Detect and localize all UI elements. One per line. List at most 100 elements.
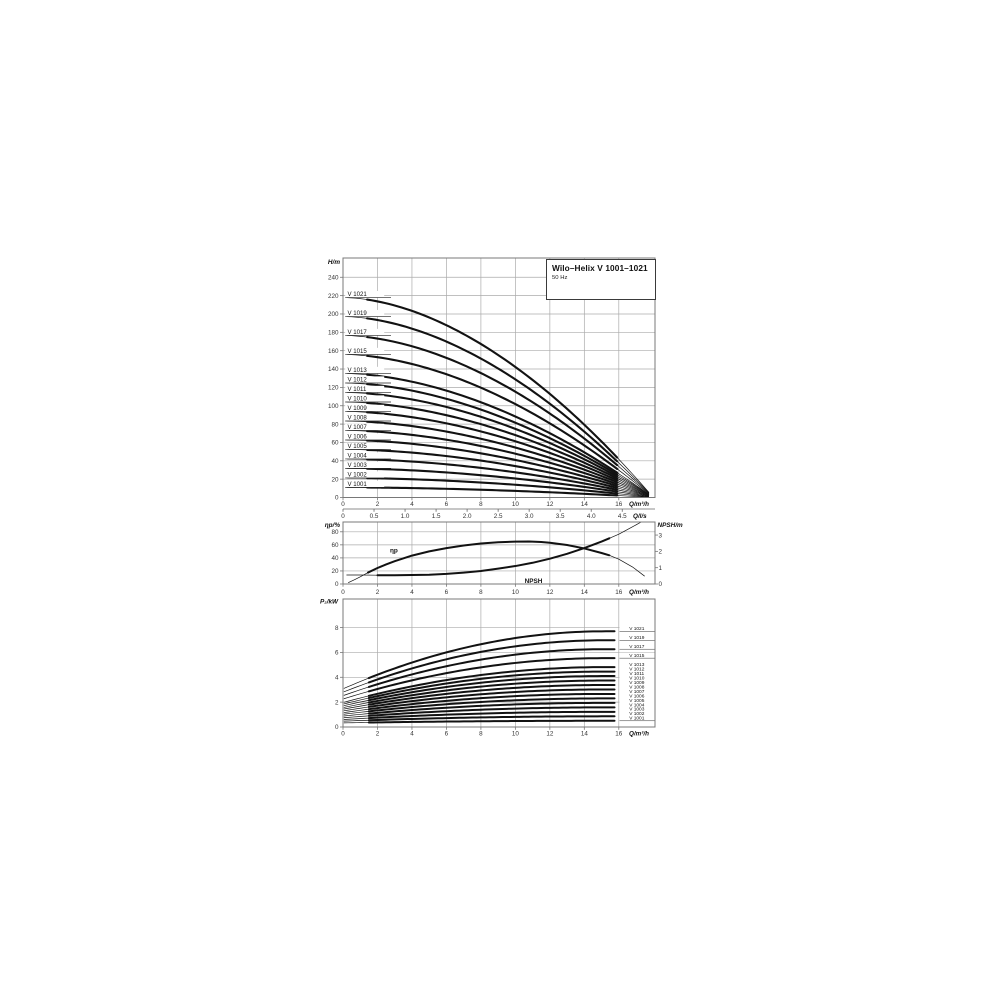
- secondary-tick-label: 4.0: [587, 513, 596, 520]
- power-curve: [367, 670, 616, 700]
- NPSH-curve: [376, 537, 611, 577]
- series-label: ηp: [390, 548, 398, 555]
- x-tick-label: 0: [341, 501, 345, 508]
- series-label: NPSH: [525, 578, 543, 585]
- y-tick-label: 4: [335, 674, 339, 681]
- chart-title-box: Wilo–Helix V 1001–1021 50 Hz: [546, 259, 656, 300]
- y-tick-label: 160: [328, 348, 339, 355]
- pump-curve: [366, 317, 619, 463]
- y-tick-label: 140: [328, 366, 339, 373]
- secondary-tick-label: 1.5: [432, 513, 441, 520]
- efficiency-npsh-curves: [346, 521, 645, 584]
- head-curve-labels: V 1021 V 1019 V 1017 V 1015 V 1013 V 1012 V 10…: [345, 290, 391, 488]
- curve-label: V 1008: [629, 684, 645, 690]
- curve-label: V 1005: [348, 443, 368, 450]
- x-tick-label: 6: [445, 589, 449, 596]
- secondary-tick-label: 2.5: [494, 513, 503, 520]
- y-tick-label: 240: [328, 274, 339, 281]
- secondary-flow-axis: 0 0.5 1.0 1.5 2.0 2.5 3.0 3.5 4.0 4.5 Q/l/s: [341, 508, 655, 520]
- pump-curve: [366, 458, 619, 491]
- x-axis-title: Q/m³/h: [629, 731, 649, 738]
- x-tick-label: 16: [615, 501, 623, 508]
- curve-label: V 1010: [629, 675, 645, 681]
- power-curve: [367, 630, 616, 680]
- x-tick-label: 4: [410, 501, 414, 508]
- power-curve: [367, 666, 616, 697]
- curve-label: V 1009: [348, 405, 368, 412]
- x-tick-label: 12: [546, 501, 554, 508]
- curve-label: V 1012: [348, 377, 368, 384]
- curve-label: V 1017: [629, 644, 645, 650]
- curve-label: V 1021: [629, 626, 645, 632]
- x-tick-label: 14: [581, 589, 589, 596]
- y-axis-title: H/m: [328, 259, 340, 266]
- y-tick-label: 60: [331, 440, 339, 447]
- x-tick-label: 6: [445, 501, 449, 508]
- x-tick-label: 8: [479, 501, 483, 508]
- curve-label: V 1001: [348, 481, 368, 488]
- x-tick-label: 6: [445, 731, 449, 738]
- power-curve: [367, 719, 616, 724]
- y-tick-label: 0: [335, 495, 339, 502]
- x-tick-label: 10: [512, 731, 520, 738]
- curve-label: V 1005: [629, 698, 645, 704]
- pump-curve: [366, 383, 619, 476]
- x-axis-title: Q/m³/h: [629, 589, 649, 596]
- power-curve: [367, 684, 616, 706]
- pump-curve: [366, 392, 619, 478]
- curve-label: V 1007: [348, 424, 368, 431]
- x-tick-label: 4: [410, 589, 414, 596]
- power-curve: [367, 675, 616, 702]
- power-curve: [367, 657, 616, 693]
- curve-label: V 1010: [348, 396, 368, 403]
- right-tick-label: 1: [659, 565, 663, 572]
- y-tick-label: 60: [331, 542, 339, 549]
- power-curve: [367, 701, 616, 715]
- curve-label: V 1017: [348, 329, 368, 336]
- power-curve: [367, 688, 616, 708]
- curve-label: V 1006: [348, 434, 368, 441]
- left-axis-title: ηp/%: [325, 522, 341, 529]
- x-axis-title: Q/m³/h: [629, 501, 649, 508]
- chart-title: Wilo–Helix V 1001–1021: [552, 263, 648, 273]
- curve-label: V 1003: [348, 462, 368, 469]
- right-tick-label: 3: [659, 532, 663, 539]
- power-curves: [343, 630, 616, 724]
- power-curve: [367, 715, 616, 722]
- y-tick-label: 180: [328, 330, 339, 337]
- curve-label: V 1019: [629, 635, 645, 641]
- x-tick-label: 14: [581, 731, 589, 738]
- head-curves: [347, 297, 650, 498]
- x-tick-label: 4: [410, 731, 414, 738]
- pump-curve: [366, 430, 619, 486]
- chart-subtitle: 50 Hz: [552, 275, 568, 281]
- pump-curve: [366, 439, 619, 488]
- power-curve-thin: [343, 639, 616, 693]
- curve-label: V 1007: [629, 689, 645, 695]
- curve-label: V 1019: [348, 310, 368, 317]
- pump-curve: [366, 411, 619, 482]
- curve-label: V 1011: [348, 386, 367, 393]
- secondary-tick-label: 3.5: [556, 513, 565, 520]
- curve-label: V 1012: [629, 666, 645, 672]
- secondary-tick-label: 1.0: [401, 513, 410, 520]
- y-tick-label: 200: [328, 311, 339, 318]
- x-tick-label: 14: [581, 501, 589, 508]
- curve-label: V 1004: [629, 702, 645, 708]
- pump-curve: [366, 373, 619, 474]
- power-curve: [367, 710, 616, 720]
- x-tick-label: 2: [376, 589, 380, 596]
- y-tick-label: 40: [331, 458, 339, 465]
- pump-curve: [366, 477, 619, 495]
- x-tick-label: 2: [376, 501, 380, 508]
- x-tick-label: 8: [479, 731, 483, 738]
- y-tick-label: 8: [335, 625, 339, 632]
- y-tick-label: 6: [335, 650, 339, 657]
- y-tick-label: 220: [328, 293, 339, 300]
- y-tick-label: 0: [335, 724, 339, 731]
- curve-label: V 1013: [348, 367, 368, 374]
